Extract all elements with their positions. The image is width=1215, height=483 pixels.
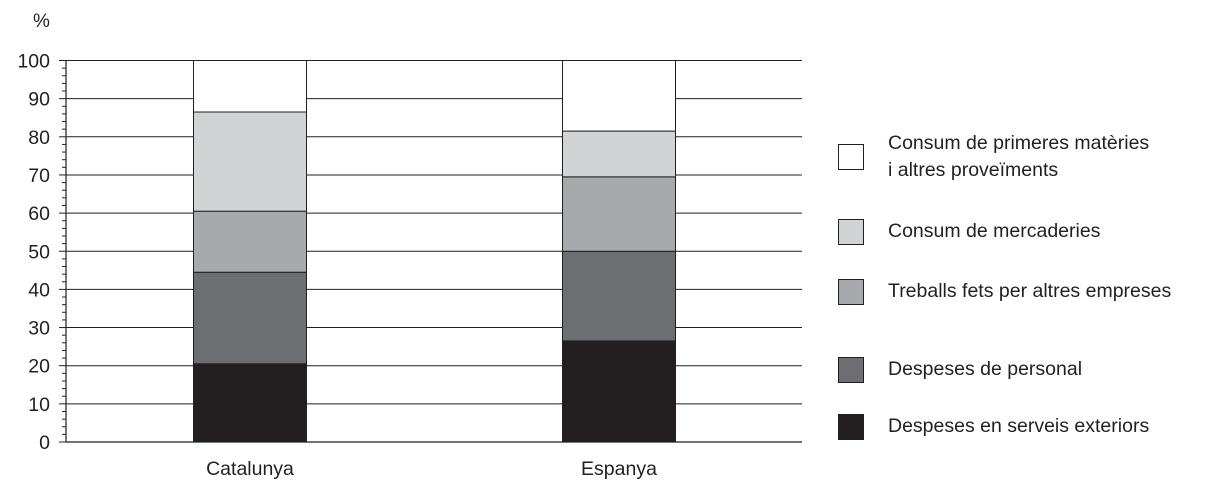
legend-label: Despeses en serveis exteriors bbox=[888, 415, 1150, 437]
legend-swatch bbox=[838, 413, 864, 440]
bar-segment bbox=[562, 176, 676, 252]
legend-item: Despeses en serveis exteriors bbox=[838, 413, 1149, 440]
legend-swatch bbox=[838, 218, 864, 245]
legend-item: Despeses de personal bbox=[838, 356, 1082, 383]
y-tick-label: 20 bbox=[28, 356, 50, 378]
y-tick-label: 0 bbox=[39, 432, 50, 454]
legend-item: Treballs fets per altres empreses bbox=[838, 278, 1171, 305]
legend-label: Consum de mercaderies bbox=[888, 220, 1101, 242]
x-tick-label: Catalunya bbox=[206, 458, 294, 480]
bar-segment bbox=[193, 363, 307, 443]
bar-segment bbox=[193, 271, 307, 365]
y-axis-unit: % bbox=[33, 11, 50, 32]
legend: Consum de primeres matèries i altres pro… bbox=[838, 0, 1215, 483]
bar-segment bbox=[562, 130, 676, 178]
legend-label: Treballs fets per altres empreses bbox=[888, 280, 1172, 302]
y-tick-label: 10 bbox=[28, 394, 50, 416]
bar-segment bbox=[562, 250, 676, 342]
gridlines bbox=[66, 60, 802, 405]
bars bbox=[193, 60, 676, 443]
legend-item: Consum de primeres matèries i altres pro… bbox=[838, 130, 1149, 184]
y-tick-label: 30 bbox=[28, 318, 50, 340]
y-tick-label: 50 bbox=[28, 241, 50, 263]
legend-item: Consum de mercaderies bbox=[838, 218, 1100, 245]
y-tick-label: 100 bbox=[17, 51, 50, 73]
legend-swatch bbox=[838, 144, 864, 170]
bar-segment bbox=[193, 111, 307, 212]
legend-label: Consum de primeres matèries i altres pro… bbox=[888, 132, 1150, 181]
y-tick-label: 40 bbox=[28, 279, 50, 301]
bar-segment bbox=[562, 340, 676, 443]
y-tick-label: 70 bbox=[28, 165, 50, 187]
legend-swatch bbox=[838, 356, 864, 383]
bar-segment bbox=[193, 210, 307, 273]
y-axis: 0 10 20 30 40 50 60 70 80 90 100 bbox=[17, 51, 802, 454]
bar-stack bbox=[562, 60, 676, 443]
legend-swatch bbox=[838, 278, 864, 305]
y-tick-label: 90 bbox=[28, 89, 50, 111]
bar-stack bbox=[193, 60, 307, 443]
x-tick-label: Espanya bbox=[581, 458, 657, 480]
y-tick-label: 80 bbox=[28, 127, 50, 149]
y-tick-label: 60 bbox=[28, 203, 50, 225]
x-axis-labels: Catalunya Espanya bbox=[206, 458, 657, 480]
bar-segment bbox=[193, 60, 307, 113]
legend-label: Despeses de personal bbox=[888, 358, 1083, 380]
bar-segment bbox=[562, 60, 676, 132]
